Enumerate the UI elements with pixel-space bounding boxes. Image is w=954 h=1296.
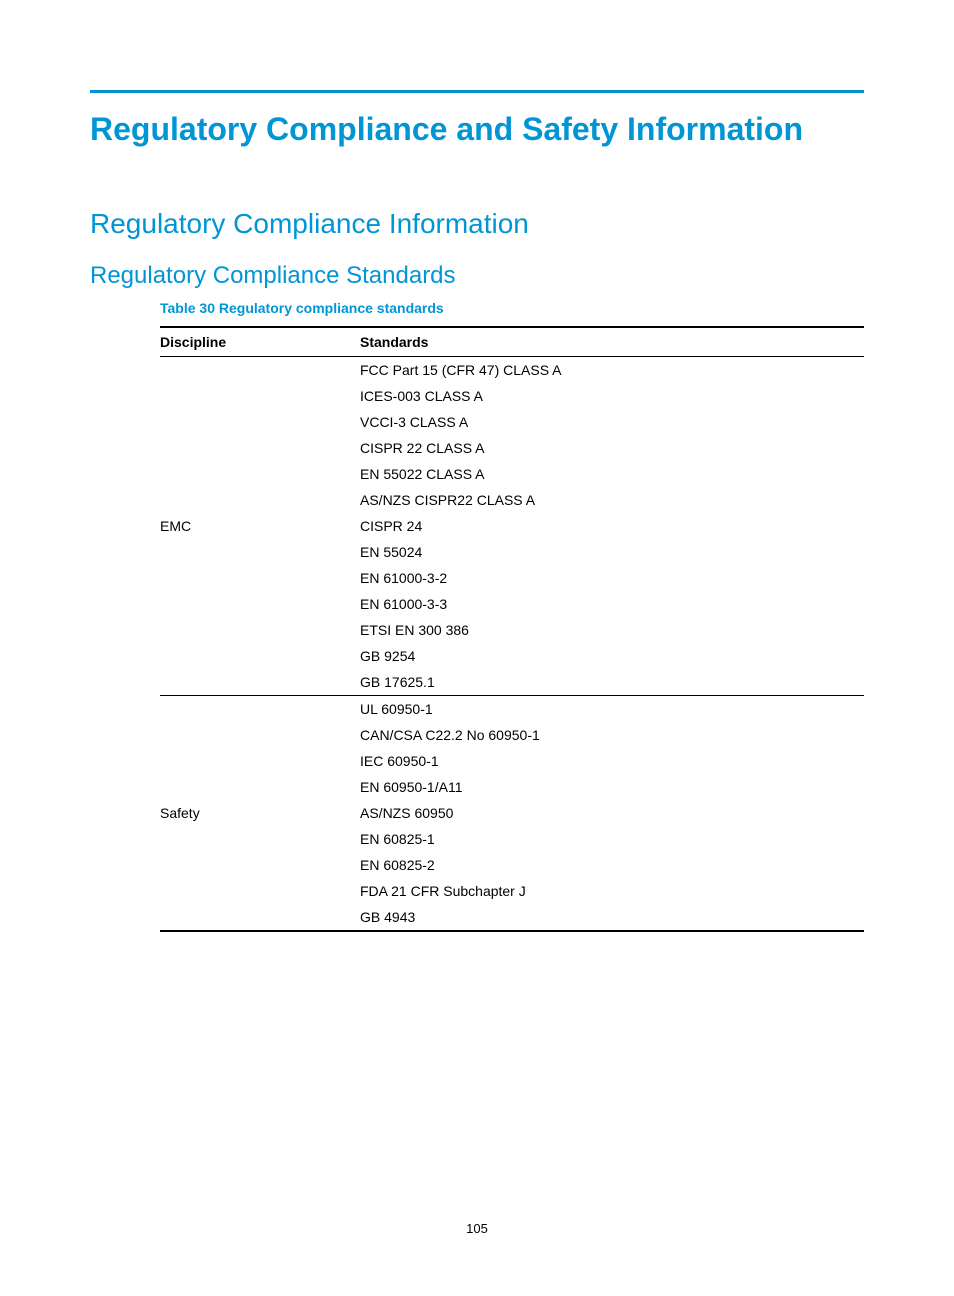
table-bottom-rule xyxy=(160,930,864,932)
subsection-heading: Regulatory Compliance Standards xyxy=(90,262,864,290)
standard-cell: IEC 60950-1 xyxy=(360,748,864,774)
section-heading: Regulatory Compliance Information xyxy=(90,208,864,240)
page-number: 105 xyxy=(0,1221,954,1236)
standard-cell: EN 60950-1/A11 xyxy=(360,774,864,800)
standard-cell: UL 60950-1 xyxy=(360,696,864,723)
standard-cell: EN 55024 xyxy=(360,539,864,565)
standard-cell: AS/NZS 60950 xyxy=(360,800,864,826)
standard-cell: EN 55022 CLASS A xyxy=(360,461,864,487)
standard-cell: AS/NZS CISPR22 CLASS A xyxy=(360,487,864,513)
standard-cell: GB 4943 xyxy=(360,904,864,930)
table-row: SafetyUL 60950-1 xyxy=(160,696,864,723)
standards-table: Discipline Standards EMCFCC Part 15 (CFR… xyxy=(160,326,864,930)
standard-cell: FCC Part 15 (CFR 47) CLASS A xyxy=(360,357,864,384)
standard-cell: EN 60825-1 xyxy=(360,826,864,852)
table-row: EMCFCC Part 15 (CFR 47) CLASS A xyxy=(160,357,864,384)
top-rule xyxy=(90,90,864,93)
standard-cell: VCCI-3 CLASS A xyxy=(360,409,864,435)
standard-cell: FDA 21 CFR Subchapter J xyxy=(360,878,864,904)
standard-cell: EN 61000-3-3 xyxy=(360,591,864,617)
standard-cell: ICES-003 CLASS A xyxy=(360,383,864,409)
standard-cell: ETSI EN 300 386 xyxy=(360,617,864,643)
discipline-cell: EMC xyxy=(160,357,360,696)
standard-cell: EN 60825-2 xyxy=(360,852,864,878)
standard-cell: GB 9254 xyxy=(360,643,864,669)
standard-cell: GB 17625.1 xyxy=(360,669,864,696)
discipline-cell: Safety xyxy=(160,696,360,931)
standard-cell: CISPR 22 CLASS A xyxy=(360,435,864,461)
standard-cell: CISPR 24 xyxy=(360,513,864,539)
page-title: Regulatory Compliance and Safety Informa… xyxy=(90,111,864,148)
column-header-standards: Standards xyxy=(360,327,864,357)
standard-cell: CAN/CSA C22.2 No 60950-1 xyxy=(360,722,864,748)
standard-cell: EN 61000-3-2 xyxy=(360,565,864,591)
column-header-discipline: Discipline xyxy=(160,327,360,357)
table-caption: Table 30 Regulatory compliance standards xyxy=(160,300,864,316)
